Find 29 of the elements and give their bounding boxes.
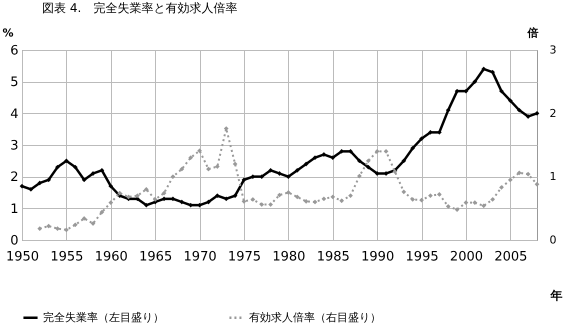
x-tick-label: 1990 xyxy=(361,250,394,264)
x-tick-label: 1950 xyxy=(6,250,40,264)
x-tick-label: 2005 xyxy=(494,250,528,264)
x-tick-label: 1970 xyxy=(184,250,217,264)
x-tick-label: 1965 xyxy=(139,250,172,264)
x-tick-label: 1995 xyxy=(406,250,439,264)
y-tick-label: 0 xyxy=(10,234,18,248)
y-tick-label: 6 xyxy=(10,44,18,58)
y2-tick-label: 2 xyxy=(550,106,556,120)
x-tick-label: 2000 xyxy=(450,250,484,264)
legend-label: 完全失業率（左目盛り） xyxy=(43,310,164,324)
y2-tick-label: 1 xyxy=(550,170,556,184)
y2-axis-title: 倍 xyxy=(526,26,538,40)
x-tick-label: 1985 xyxy=(316,250,350,264)
y-tick-label: 3 xyxy=(10,138,18,154)
x-tick-label: 1980 xyxy=(272,250,306,264)
y2-tick-label: 0 xyxy=(550,234,556,246)
x-tick-label: 1960 xyxy=(94,250,128,264)
y2-tick-label: 3 xyxy=(550,44,556,56)
y-tick-label: 2 xyxy=(10,170,18,186)
y-tick-label: 5 xyxy=(10,75,18,90)
y-tick-label: 4 xyxy=(10,106,18,122)
x-tick-label: 1955 xyxy=(50,250,84,264)
x-axis-title: 年 xyxy=(550,288,562,302)
y-tick-label: 1 xyxy=(10,202,18,217)
y-axis-title: % xyxy=(2,26,14,40)
x-tick-label: 1975 xyxy=(228,250,262,264)
chart-title: 図表 4. 完全失業率と有効求人倍率 xyxy=(42,1,238,15)
legend-label: 有効求人倍率（右目盛り） xyxy=(249,310,381,324)
